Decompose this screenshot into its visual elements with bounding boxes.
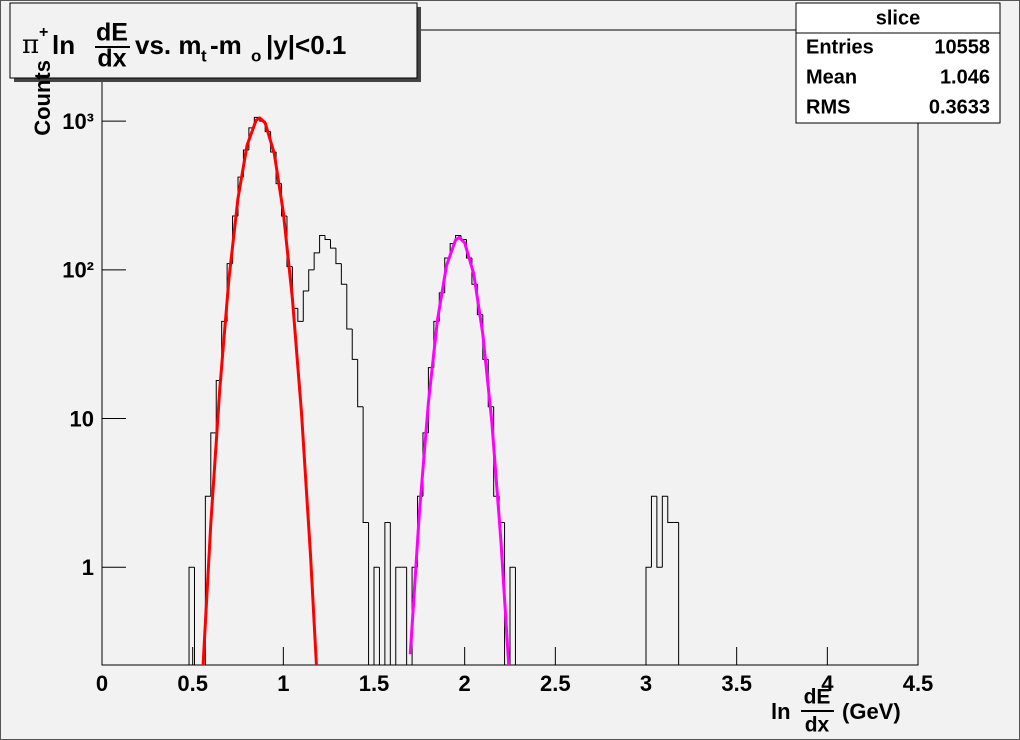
x-tick-label: 1.5 — [359, 671, 390, 696]
histogram-bin — [667, 496, 674, 523]
histogram-bin — [384, 521, 391, 665]
x-tick-label: 4 — [821, 671, 834, 696]
histogram-bin — [335, 248, 342, 265]
histogram-bin — [357, 359, 364, 408]
y-axis-label: Counts — [30, 60, 55, 136]
histogram-bin — [504, 522, 510, 665]
stats-label: Entries — [806, 36, 874, 58]
fit-curve — [201, 116, 318, 665]
histogram — [183, 116, 685, 665]
histogram-bin — [406, 567, 413, 665]
histogram-bin — [368, 522, 374, 665]
x-label-denominator: dx — [805, 714, 830, 737]
x-tick-label: 0.5 — [177, 671, 208, 696]
title-cut: |y|<0.1 — [266, 30, 346, 60]
x-tick-label: 1 — [277, 671, 289, 696]
histogram-bin — [329, 239, 336, 249]
stats-value: 10558 — [934, 36, 990, 58]
histogram-bin — [509, 566, 516, 665]
histogram-bin — [188, 566, 195, 665]
histogram-bin — [302, 290, 309, 322]
y-tick-label: 1 — [82, 555, 94, 580]
x-tick-label: 4.5 — [903, 671, 934, 696]
histogram-bin — [378, 567, 385, 665]
stats-label: Mean — [806, 66, 857, 88]
title-vs: vs. m — [135, 30, 202, 60]
histogram-bin — [650, 495, 657, 568]
stats-rows: Entries 10558 Mean 1.046 RMS 0.3633 — [806, 36, 990, 118]
title-minus: -m — [210, 30, 242, 60]
histogram-bin — [210, 432, 217, 497]
title-sub-o: o — [251, 46, 261, 65]
histogram-bin — [313, 252, 320, 270]
stats-value: 1.046 — [940, 66, 990, 88]
histogram-bin — [514, 567, 521, 665]
stats-box — [795, 2, 1001, 124]
stats-title: slice — [876, 7, 920, 29]
fit-curve — [408, 235, 511, 665]
x-label-unit: (GeV) — [842, 699, 901, 724]
stats-value: 0.3633 — [929, 96, 990, 118]
histogram-bin — [395, 566, 402, 665]
histogram-bin — [308, 269, 315, 292]
y-tick-label: 10 — [70, 406, 94, 431]
title-sub-t: t — [201, 46, 207, 65]
histogram-bin — [373, 566, 380, 665]
x-label-ln: ln — [771, 699, 791, 724]
title-charge: + — [39, 24, 48, 41]
histogram-bin — [362, 406, 369, 523]
histogram-bin — [193, 567, 200, 665]
y-tick-label: 10² — [62, 258, 94, 283]
histogram-bin — [661, 495, 668, 568]
histogram-bin — [351, 328, 358, 360]
histogram-bin — [319, 235, 326, 253]
histogram-bin — [645, 566, 652, 665]
title-ln: ln — [52, 30, 75, 60]
histogram-bin — [340, 263, 347, 285]
x-tick-label: 2.5 — [540, 671, 571, 696]
histogram-bin — [656, 496, 663, 568]
title-box — [9, 2, 418, 79]
x-tick-label: 3 — [640, 671, 652, 696]
y-tick-label: 10³ — [62, 109, 94, 134]
stats-label: RMS — [806, 96, 850, 118]
title-numerator: dE — [96, 19, 128, 47]
histogram-bin — [324, 235, 331, 240]
x-tick-label: 2 — [459, 671, 471, 696]
title-symbol: π — [22, 30, 39, 60]
histogram-bin — [297, 308, 304, 322]
histogram-bin — [678, 522, 685, 665]
histogram-bin — [346, 284, 353, 330]
x-tick-label: 3.5 — [721, 671, 752, 696]
histogram-bin — [389, 522, 396, 665]
title-denominator: dx — [97, 45, 126, 73]
plot: 1 10 10² 10³ 0 0.5 1 1.5 2 2.5 3 3.5 4 4.5 — [62, 109, 934, 696]
x-label-numerator: dE — [804, 686, 831, 709]
x-tick-label: 0 — [96, 671, 108, 696]
